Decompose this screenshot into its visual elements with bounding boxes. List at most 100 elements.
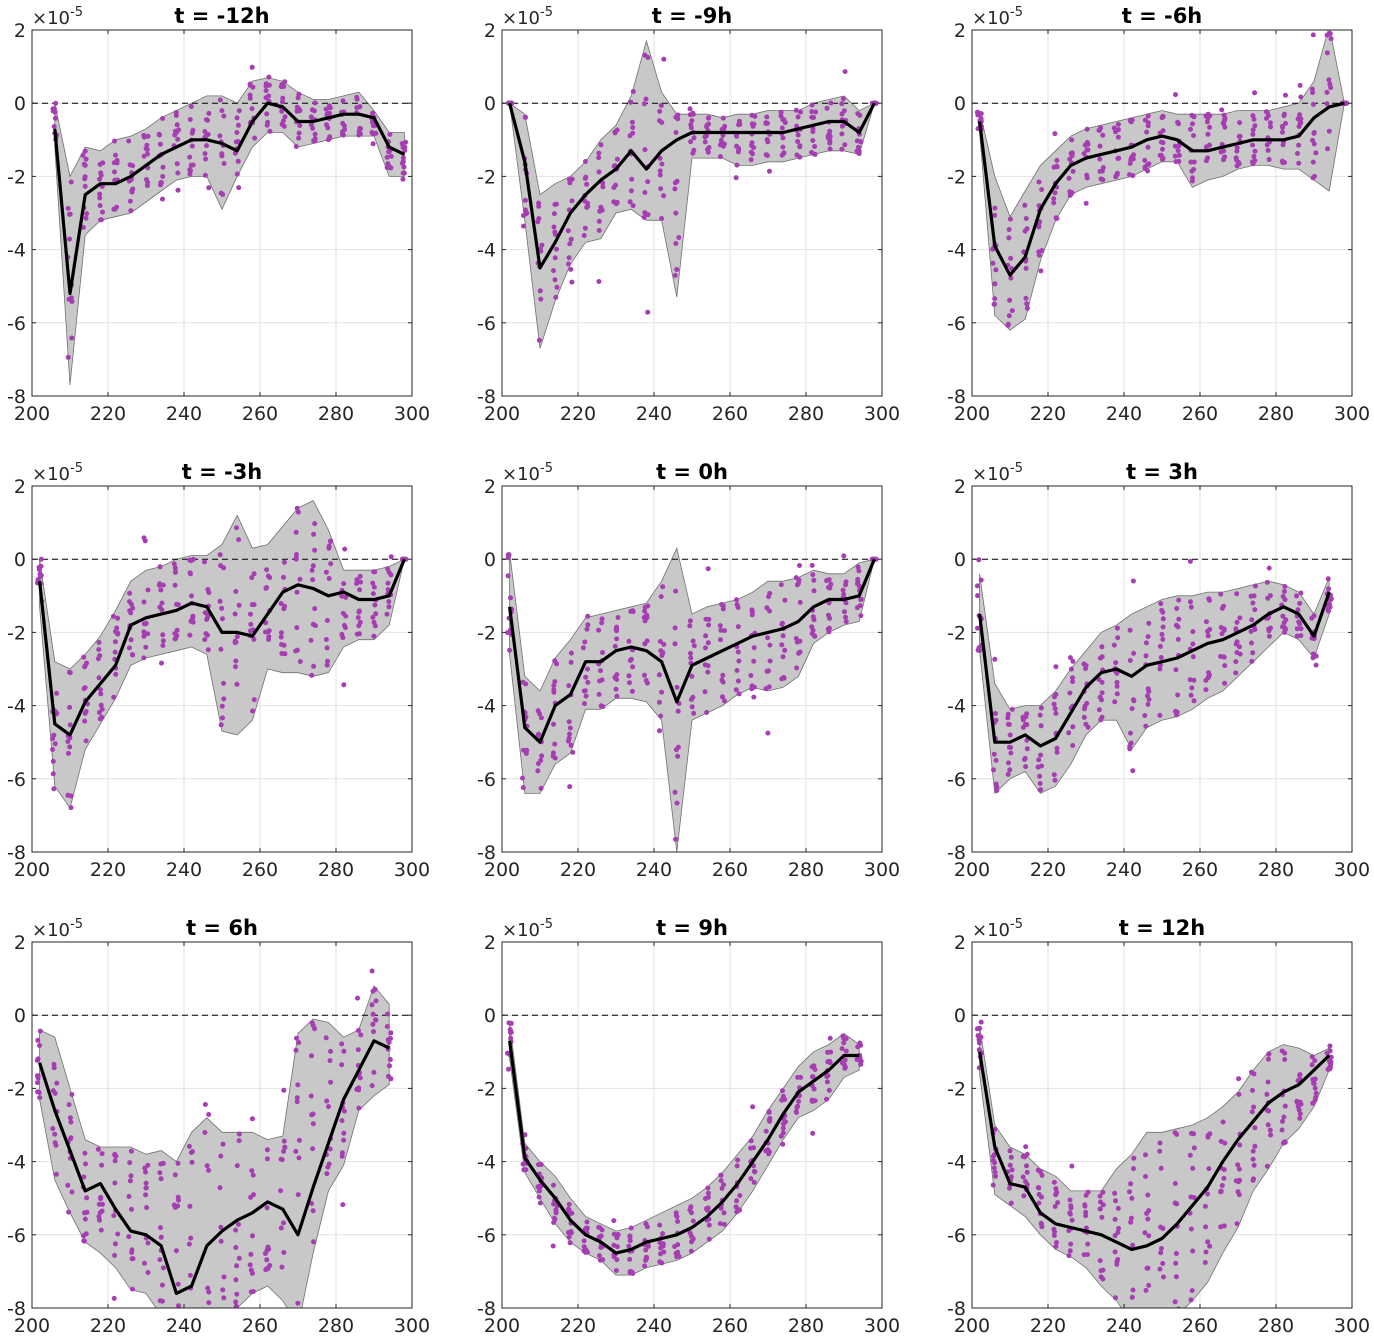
sample-point [1328,596,1334,602]
sample-point [990,260,996,266]
x-tick-label: 220 [90,1315,126,1337]
sample-point [187,117,193,122]
sample-point [615,615,621,620]
x-tick-label: 200 [14,859,50,881]
sample-point [83,156,89,162]
sample-point [657,1222,663,1228]
sample-point [705,1185,711,1191]
sample-point [370,141,376,147]
sample-point [188,1235,194,1241]
sample-point [65,354,71,360]
sample-point [641,101,647,107]
sample-point [750,1104,756,1110]
sample-point [749,112,755,118]
sample-point [675,708,681,714]
sample-point [537,1200,543,1206]
sample-point [1176,152,1182,158]
sample-point [1190,654,1196,660]
sample-point [706,622,712,628]
sample-point [311,1239,316,1245]
sample-point [112,1241,118,1247]
sample-point [596,228,602,233]
sample-point [1112,1249,1118,1255]
sample-point [780,1093,786,1099]
sample-point [281,1220,286,1226]
sample-point [1265,1079,1271,1085]
y-tick-label: -2 [947,166,966,188]
sample-point [1157,712,1163,718]
sample-point [295,1300,301,1306]
sample-point [357,131,363,137]
sample-point [813,109,819,115]
sample-point [1266,1051,1272,1057]
sample-point [1112,1190,1118,1196]
sample-point [687,106,693,112]
sample-point [855,576,861,582]
y-tick-label: 0 [484,1005,496,1027]
sample-point [645,212,651,218]
sample-point [642,190,648,195]
sample-point [657,108,663,114]
sample-point [672,272,678,278]
y-tick-label: -2 [7,1078,26,1100]
sample-point [626,673,632,679]
sample-point [690,110,696,116]
sample-point [811,577,817,583]
sample-point [718,637,723,643]
sample-point [372,623,378,629]
sample-point [356,1028,361,1033]
x-tick-label: 220 [1030,403,1066,425]
sample-point [1249,617,1255,623]
sample-point [1038,705,1044,711]
x-tick-label: 260 [712,1315,748,1337]
sample-point [1052,190,1058,196]
sample-point [795,132,801,138]
panel-title: t = -6h [1122,4,1203,28]
sample-point [764,114,770,120]
sample-point [323,569,329,575]
sample-point [705,669,711,675]
sample-point [205,647,211,653]
sample-point [219,151,225,157]
sample-point [1051,200,1057,206]
sample-point [751,694,757,700]
sample-point [705,663,711,669]
sample-point [1158,1165,1164,1171]
sample-point [143,644,149,650]
sample-point [855,564,861,570]
sample-point [278,1188,284,1194]
y-multiplier: ×10-5 [32,917,83,941]
y-multiplier: ×10-5 [502,917,553,941]
sample-point [780,633,786,639]
sample-point [1250,127,1256,133]
sample-point [172,1172,178,1178]
panel-title: t = -9h [652,4,733,28]
sample-point [598,142,604,148]
sample-point [765,730,771,736]
sample-point [1066,1228,1072,1234]
sample-point [357,587,363,593]
sample-point [1113,1295,1118,1301]
sample-point [1099,679,1105,685]
sample-point [1128,730,1133,736]
sample-point [536,337,542,343]
sample-point [1173,1251,1179,1256]
sample-point [99,1151,105,1157]
sample-point [1313,653,1319,659]
sample-point [98,1196,104,1202]
sample-point [266,93,272,99]
sample-point [141,655,147,661]
sample-point [1326,586,1332,592]
sample-point [325,137,331,143]
sample-point [280,95,286,101]
sample-point [1296,619,1302,625]
sample-point [1068,666,1074,672]
sample-point [1005,771,1011,777]
sample-point [1020,724,1026,730]
sample-point [157,1257,163,1263]
sample-point [842,69,848,75]
sample-point [126,1234,132,1240]
sample-point [748,1176,754,1182]
sample-point [552,277,558,283]
sample-point [312,131,318,137]
